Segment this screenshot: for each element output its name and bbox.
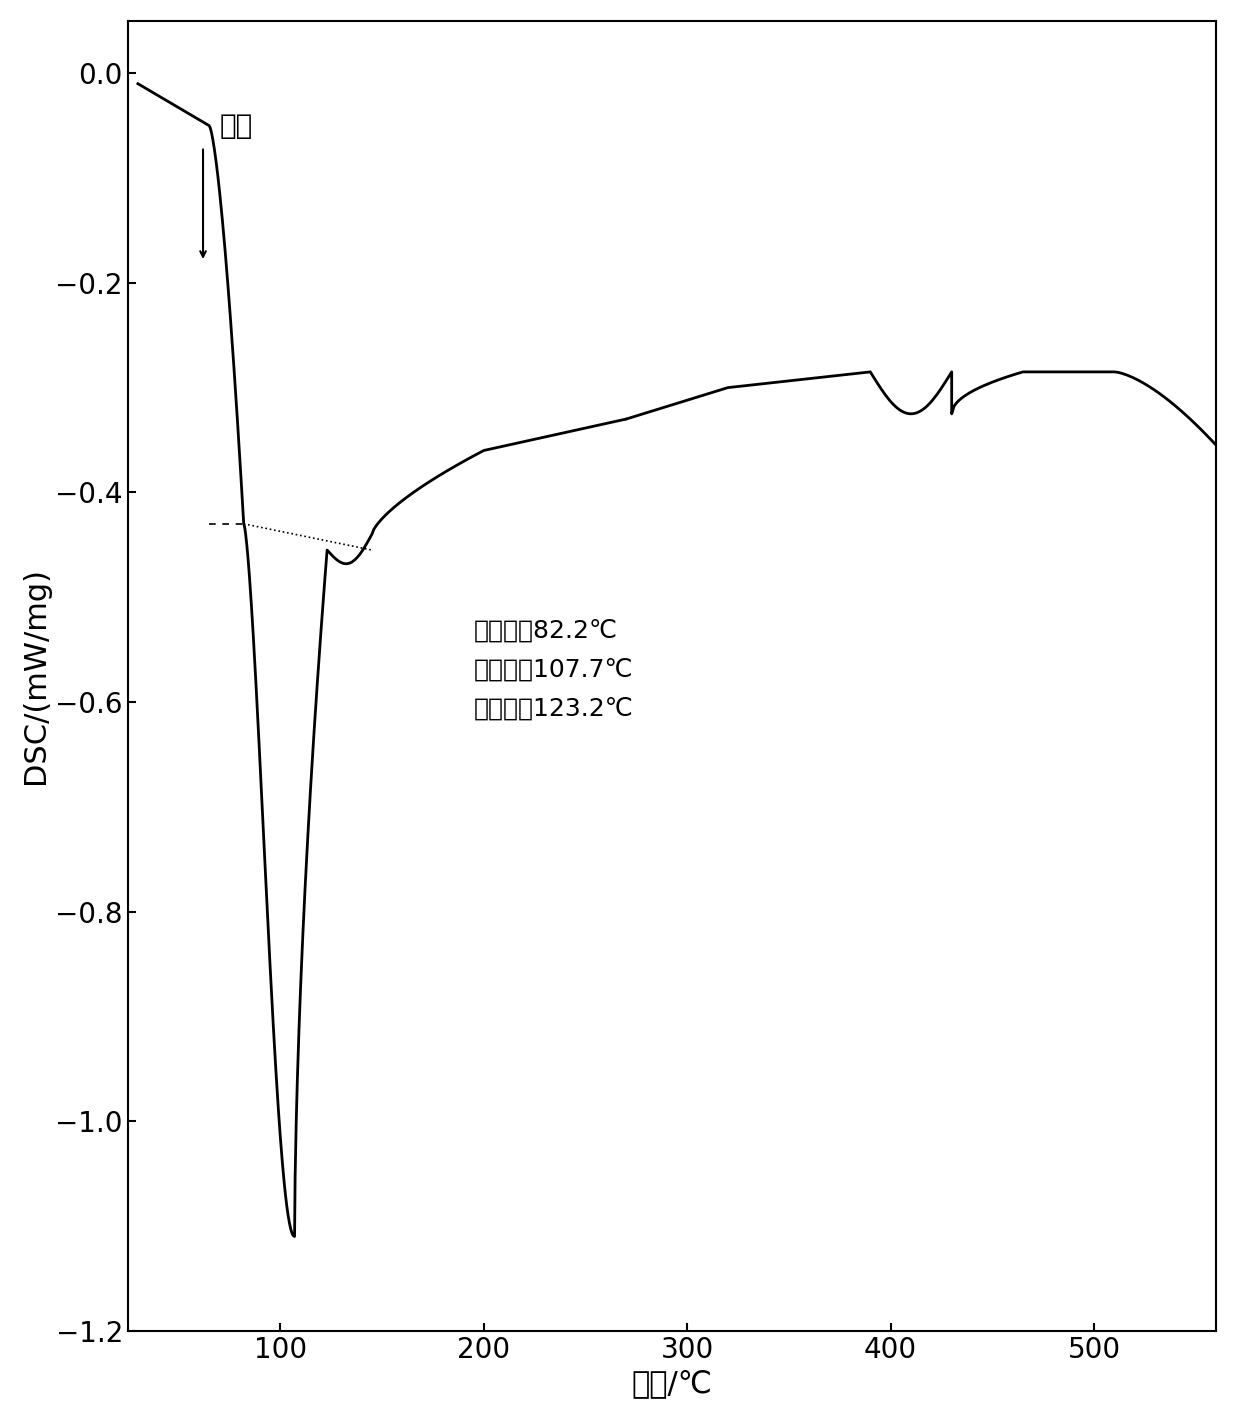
X-axis label: 温度/℃: 温度/℃	[631, 1369, 713, 1398]
Text: 吸热: 吸热	[219, 112, 252, 139]
Y-axis label: DSC/(mW/mg): DSC/(mW/mg)	[21, 568, 49, 785]
Text: 起始点：82.2℃
峰值点：107.7℃
终止点：123.2℃: 起始点：82.2℃ 峰值点：107.7℃ 终止点：123.2℃	[474, 619, 633, 721]
